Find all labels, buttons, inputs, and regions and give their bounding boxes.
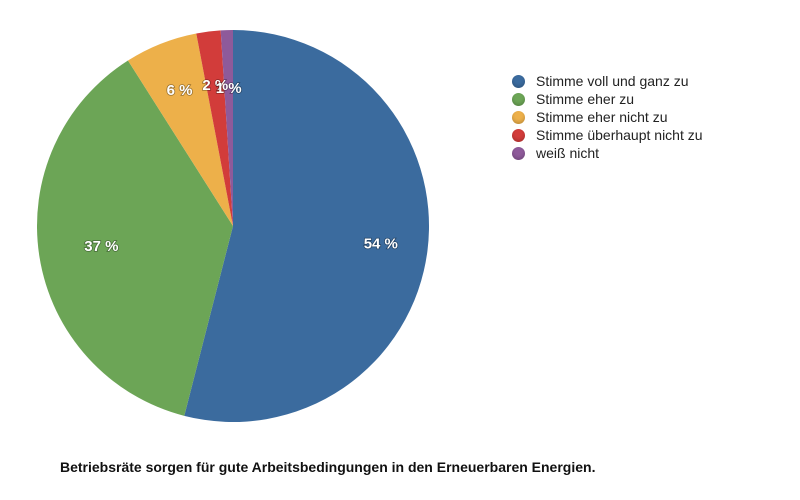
pie-slice [127, 33, 233, 226]
chart-title: Betriebsräte sorgen für gute Arbeitsbedi… [60, 459, 596, 475]
slice-data-label: 37 % [84, 238, 118, 255]
pie-slice [37, 60, 234, 416]
legend-swatch [512, 128, 525, 142]
legend-swatch [512, 110, 525, 124]
legend: Stimme voll und ganz zu Stimme eher zu S… [512, 72, 782, 162]
legend-item: Stimme eher zu [512, 90, 782, 108]
legend-swatch [512, 74, 525, 88]
legend-item: weiß nicht [512, 144, 782, 162]
slice-data-label: 1 % [216, 80, 242, 97]
legend-item: Stimme eher nicht zu [512, 108, 782, 126]
legend-label: weiß nicht [536, 145, 600, 161]
pie-slice [220, 30, 233, 226]
legend-item: Stimme überhaupt nicht zu [512, 126, 782, 144]
pie-slice [196, 30, 233, 226]
legend-label: Stimme eher nicht zu [536, 109, 668, 125]
pie-slice-labels: 54 % 37 % 6 % 2 %1 % [83, 76, 398, 255]
legend-item: Stimme voll und ganz zu [512, 72, 782, 90]
legend-label: Stimme überhaupt nicht zu [536, 127, 703, 143]
legend-swatch [512, 92, 525, 106]
pie-slices [37, 30, 430, 422]
pie-slice [184, 30, 430, 422]
slice-data-label: 6 % [167, 82, 193, 99]
legend-swatch [512, 146, 525, 160]
slice-data-label: 54 % [364, 236, 398, 253]
legend-label: Stimme voll und ganz zu [536, 73, 689, 89]
slice-data-label: 2 % [202, 77, 228, 94]
legend-label: Stimme eher zu [536, 91, 635, 107]
